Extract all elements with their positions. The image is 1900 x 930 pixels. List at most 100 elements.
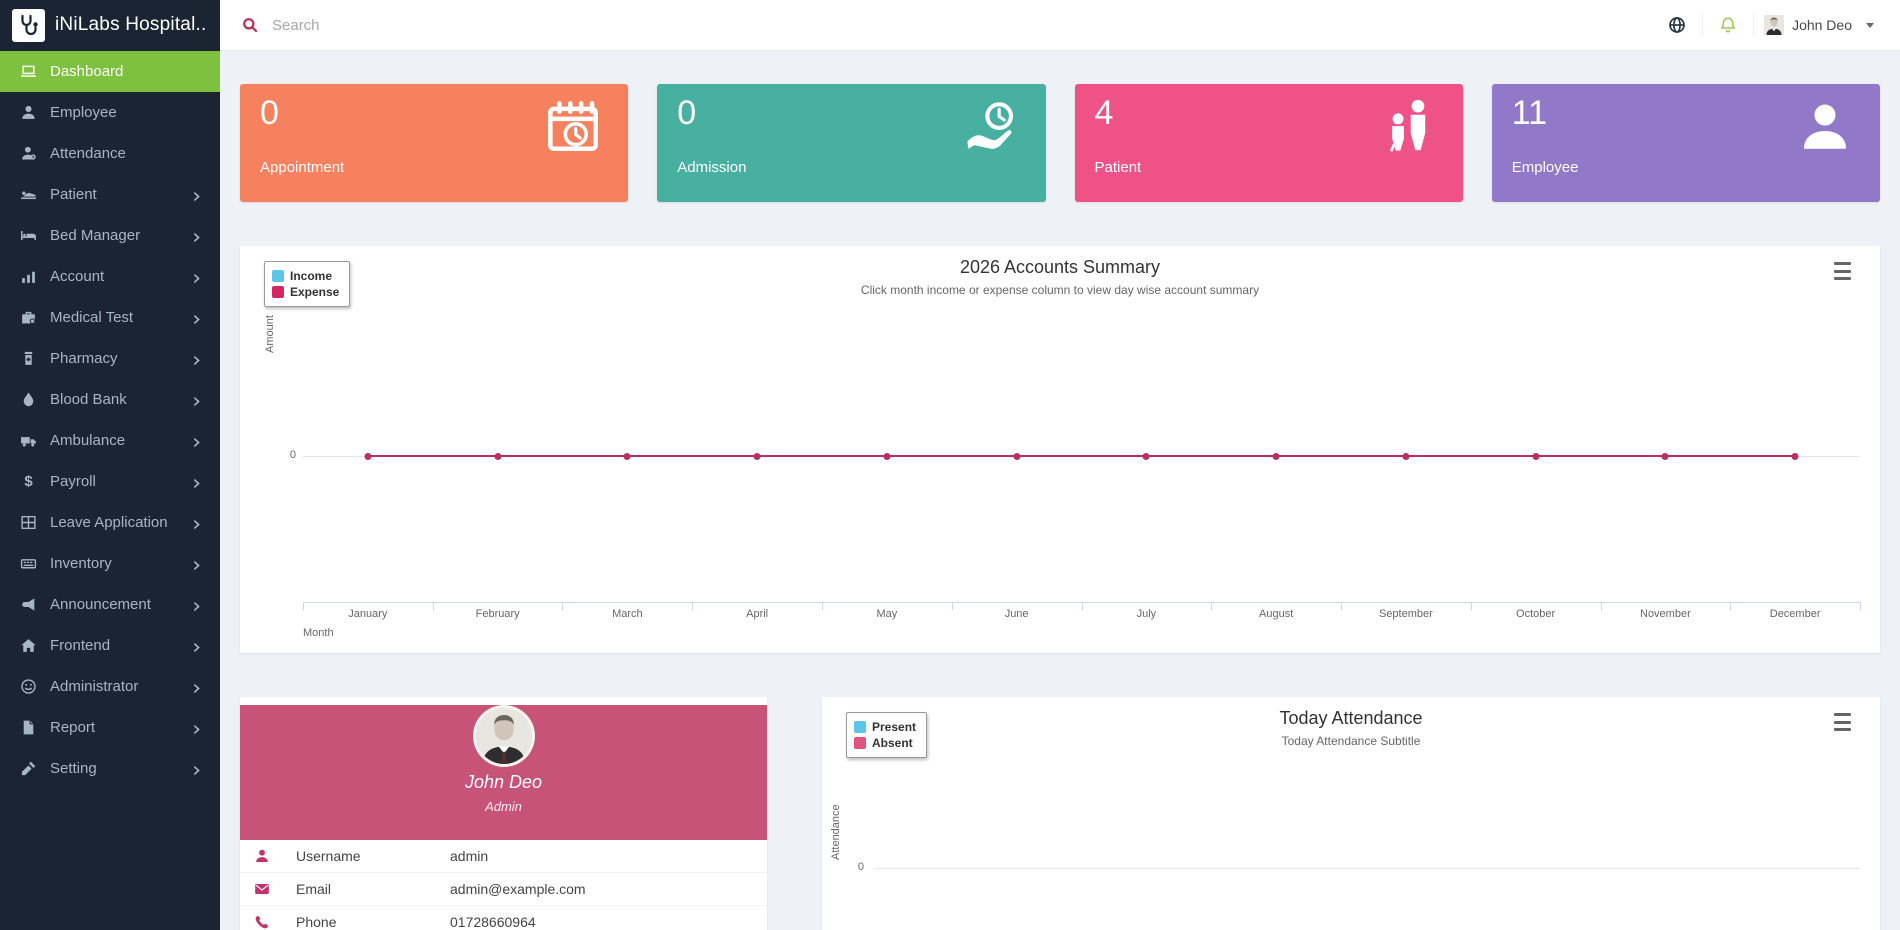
sidebar-item-label: Payroll xyxy=(50,473,96,490)
sidebar-menu: Dashboard Employee Attendance Patient Be… xyxy=(0,51,220,789)
search-input[interactable] xyxy=(272,16,612,34)
employee-icon xyxy=(20,104,37,121)
legend-swatch xyxy=(854,721,866,733)
expense-series-line[interactable] xyxy=(367,455,1796,457)
x-axis-tick xyxy=(1211,602,1213,610)
sidebar-item-account[interactable]: Account xyxy=(0,256,220,297)
brand[interactable]: iNiLabs Hospital.. xyxy=(0,0,220,51)
patient-icon xyxy=(20,186,37,203)
chart-context-menu-icon[interactable] xyxy=(1834,262,1856,280)
sidebar-item-inventory[interactable]: Inventory xyxy=(0,543,220,584)
sidebar-item-ambulance[interactable]: Ambulance xyxy=(0,420,220,461)
accounts-chart-title: 2026 Accounts Summary xyxy=(959,257,1161,277)
data-point-marker[interactable] xyxy=(364,453,372,460)
x-axis-month-label: July xyxy=(1136,608,1157,620)
legend-item-absent[interactable]: Absent xyxy=(854,736,916,750)
data-point-marker[interactable] xyxy=(753,453,761,460)
sidebar-item-medical-test[interactable]: Medical Test xyxy=(0,297,220,338)
stat-card-employee[interactable]: 11 Employee xyxy=(1491,84,1880,202)
x-axis-tick xyxy=(1730,602,1732,610)
bell-icon[interactable] xyxy=(1713,10,1743,40)
sidebar-item-patient[interactable]: Patient xyxy=(0,174,220,215)
sidebar-item-attendance[interactable]: Attendance xyxy=(0,133,220,174)
stat-value: 0 xyxy=(260,94,279,132)
chevron-right-icon xyxy=(191,681,202,693)
x-axis-tick xyxy=(1600,602,1602,610)
search-bar xyxy=(242,16,612,34)
sidebar-item-announcement[interactable]: Announcement xyxy=(0,584,220,625)
sidebar-item-pharmacy[interactable]: Pharmacy xyxy=(0,338,220,379)
stat-value: 0 xyxy=(677,94,697,132)
sidebar-item-label: Patient xyxy=(50,186,97,203)
inventory-icon xyxy=(20,555,37,572)
profile-row-label: Phone xyxy=(296,914,337,930)
data-point-marker[interactable] xyxy=(494,453,502,460)
data-point-marker[interactable] xyxy=(883,453,891,460)
profile-row-value: admin xyxy=(450,848,489,864)
y-axis-tick-label: 0 xyxy=(857,861,864,873)
stat-card-admission[interactable]: 0 Admission xyxy=(657,84,1046,202)
sidebar-item-administrator[interactable]: Administrator xyxy=(0,666,220,707)
data-point-marker[interactable] xyxy=(1013,453,1021,460)
sidebar-item-label: Bed Manager xyxy=(50,227,141,244)
chevron-right-icon xyxy=(191,722,202,734)
medical-test-icon xyxy=(20,309,37,326)
data-point-marker[interactable] xyxy=(1532,453,1540,460)
sidebar-item-employee[interactable]: Employee xyxy=(0,92,220,133)
dollar-icon: $ xyxy=(24,473,33,490)
user-menu[interactable]: John Deo xyxy=(1764,15,1874,35)
legend-item-income[interactable]: Income xyxy=(272,269,339,283)
x-axis-month-label: June xyxy=(1004,608,1029,620)
data-point-marker[interactable] xyxy=(1272,453,1280,460)
x-axis-month-label: December xyxy=(1769,608,1821,620)
legend-label: Present xyxy=(872,720,917,734)
data-point-marker[interactable] xyxy=(1142,453,1150,460)
sidebar-item-label: Leave Application xyxy=(50,514,168,531)
sidebar-item-leave-application[interactable]: Leave Application xyxy=(0,502,220,543)
data-point-marker[interactable] xyxy=(1791,453,1799,460)
administrator-icon xyxy=(20,678,37,695)
sidebar-item-report[interactable]: Report xyxy=(0,707,220,748)
attendance-panel: Present Absent Today Attendance Today At… xyxy=(822,697,1880,930)
data-point-marker[interactable] xyxy=(623,453,631,460)
profile-card: John Deo Admin Username admin Email admi… xyxy=(240,697,767,930)
home-icon xyxy=(20,637,37,654)
legend-item-present[interactable]: Present xyxy=(854,720,916,734)
sidebar-item-blood-bank[interactable]: Blood Bank xyxy=(0,379,220,420)
profile-row-value: 01728660964 xyxy=(450,914,536,930)
chart-context-menu-icon[interactable] xyxy=(1834,713,1856,731)
data-point-marker[interactable] xyxy=(1661,453,1669,460)
sidebar-item-frontend[interactable]: Frontend xyxy=(0,625,220,666)
accounts-plot-area xyxy=(303,246,1861,610)
sidebar-item-label: Attendance xyxy=(50,145,126,162)
stat-card-appointment[interactable]: 0 Appointment xyxy=(240,84,629,202)
y-axis-title: Attendance xyxy=(830,804,842,860)
sidebar-item-setting[interactable]: Setting xyxy=(0,748,220,789)
x-axis-tick xyxy=(1470,602,1472,610)
sidebar-item-payroll[interactable]: $ Payroll xyxy=(0,461,220,502)
sidebar-item-label: Blood Bank xyxy=(50,391,127,408)
sidebar-item-label: Account xyxy=(50,268,105,285)
stat-label: Admission xyxy=(677,159,747,176)
chevron-right-icon xyxy=(191,435,202,447)
x-axis-tick xyxy=(1081,602,1083,610)
globe-icon[interactable] xyxy=(1662,10,1692,40)
data-point-marker[interactable] xyxy=(1402,453,1410,460)
stat-card-patient[interactable]: 4 Patient xyxy=(1074,84,1463,202)
profile-role: Admin xyxy=(485,799,522,814)
y-axis-tick-label: 0 xyxy=(289,449,296,461)
sidebar-item-bed-manager[interactable]: Bed Manager xyxy=(0,215,220,256)
x-axis-labels: January February March April May June July Augu… xyxy=(303,608,1860,620)
profile-row-label: Email xyxy=(296,881,332,897)
stat-value: 11 xyxy=(1511,94,1548,132)
legend-item-expense[interactable]: Expense xyxy=(272,285,339,299)
x-axis-title: Month xyxy=(303,627,334,639)
attendance-icon xyxy=(20,145,37,162)
sidebar-item-dashboard[interactable]: Dashboard xyxy=(0,51,220,92)
accounts-summary-panel: Income Expense 2026 Accounts Summary Cli… xyxy=(240,246,1880,653)
chevron-right-icon xyxy=(191,189,202,201)
legend-swatch xyxy=(854,737,866,749)
profile-row-value: admin@example.com xyxy=(450,881,586,897)
stat-label: Employee xyxy=(1511,159,1579,176)
sidebar: Dashboard Employee Attendance Patient Be… xyxy=(0,51,220,930)
